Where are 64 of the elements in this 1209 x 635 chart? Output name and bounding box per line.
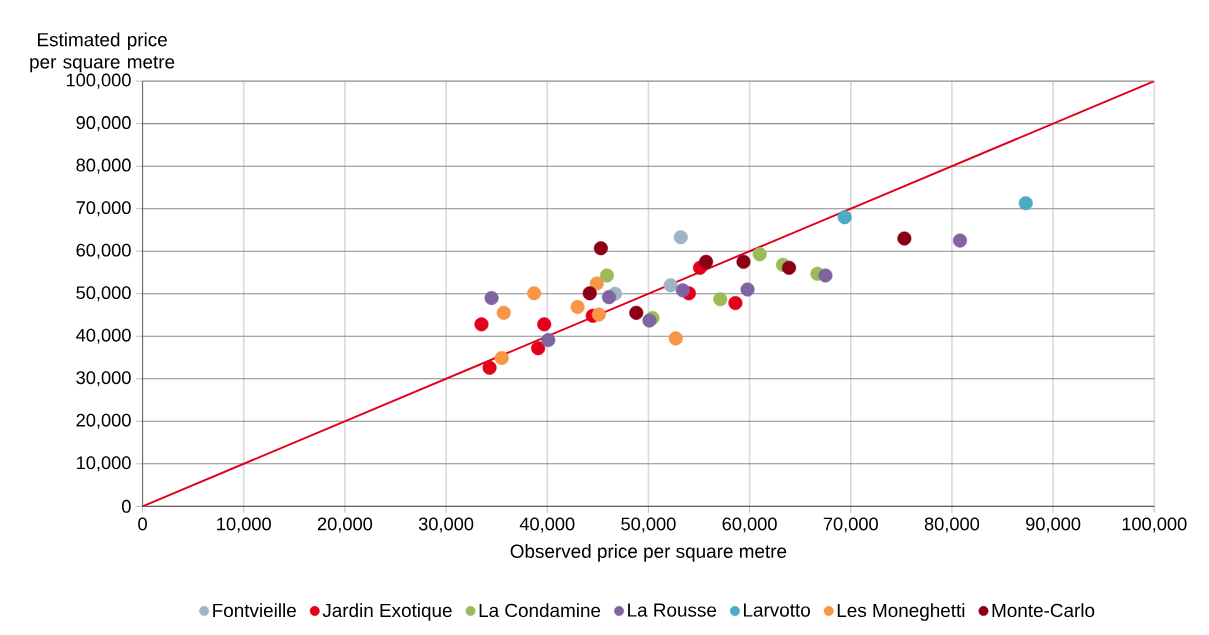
point <box>582 286 597 301</box>
point <box>599 268 614 283</box>
y-tick-label: 30,000 <box>76 371 131 387</box>
x-tick-label: 10,000 <box>217 517 271 533</box>
point <box>527 286 542 301</box>
point <box>837 209 852 225</box>
legend-label: Larvotto <box>744 603 810 617</box>
x-tick-label: 20,000 <box>317 517 373 533</box>
point <box>728 295 743 310</box>
y-tick-label: 90,000 <box>76 115 131 132</box>
x-tick-label: 100,000 <box>1122 517 1187 533</box>
legend-label: La Rousse <box>628 603 717 617</box>
point <box>484 290 499 305</box>
point <box>1018 195 1033 211</box>
point <box>673 229 688 245</box>
y-axis-title: Estimated price per square metre <box>30 32 175 73</box>
point <box>593 241 608 256</box>
legend-label: La Condamine <box>479 603 601 617</box>
point <box>897 231 912 246</box>
legend-label: Les Moneghetti <box>837 603 965 621</box>
y-tick-label: 10,000 <box>77 456 131 472</box>
point <box>591 307 606 322</box>
point <box>675 283 690 298</box>
point <box>482 360 497 375</box>
point <box>589 276 604 291</box>
point <box>531 340 546 356</box>
legend-label: Jardin Exotique <box>322 603 452 621</box>
point <box>818 268 833 283</box>
y-tick-label: 50,000 <box>76 286 131 302</box>
point <box>699 254 714 269</box>
x-tick-label: 80,000 <box>924 517 980 533</box>
y-tick-label: 0 <box>122 499 131 513</box>
point <box>668 331 683 346</box>
point <box>541 332 556 347</box>
x-tick-label: 70,000 <box>823 517 878 533</box>
point <box>952 233 968 248</box>
point <box>740 282 755 297</box>
point <box>537 317 552 332</box>
point <box>570 299 585 314</box>
x-tick-label: 50,000 <box>621 517 676 533</box>
point <box>629 305 644 320</box>
point <box>601 289 616 304</box>
point <box>496 305 511 320</box>
y-tick-label: 70,000 <box>76 200 131 217</box>
x-tick-label: 0 <box>138 517 147 531</box>
point <box>752 246 767 262</box>
point <box>474 317 489 332</box>
point <box>663 278 678 293</box>
point <box>713 292 728 307</box>
x-tick-label: 30,000 <box>418 517 474 533</box>
y-tick-label: 100,000 <box>66 73 131 89</box>
y-tick-label: 20,000 <box>76 413 131 429</box>
point <box>736 254 751 269</box>
x-tick-label: 90,000 <box>1026 517 1081 533</box>
x-axis-title: Observed price per square metre <box>510 543 787 562</box>
y-tick-label: 80,000 <box>76 158 131 174</box>
legend-label: Fontvieille <box>213 603 296 617</box>
x-tick-label: 60,000 <box>722 517 777 533</box>
point <box>782 260 797 275</box>
point <box>494 350 509 365</box>
y-tick-label: 60,000 <box>76 243 131 259</box>
y-tick-label: 40,000 <box>76 328 131 344</box>
legend-label: Monte-Carlo <box>992 603 1095 617</box>
x-tick-label: 40,000 <box>519 517 575 533</box>
